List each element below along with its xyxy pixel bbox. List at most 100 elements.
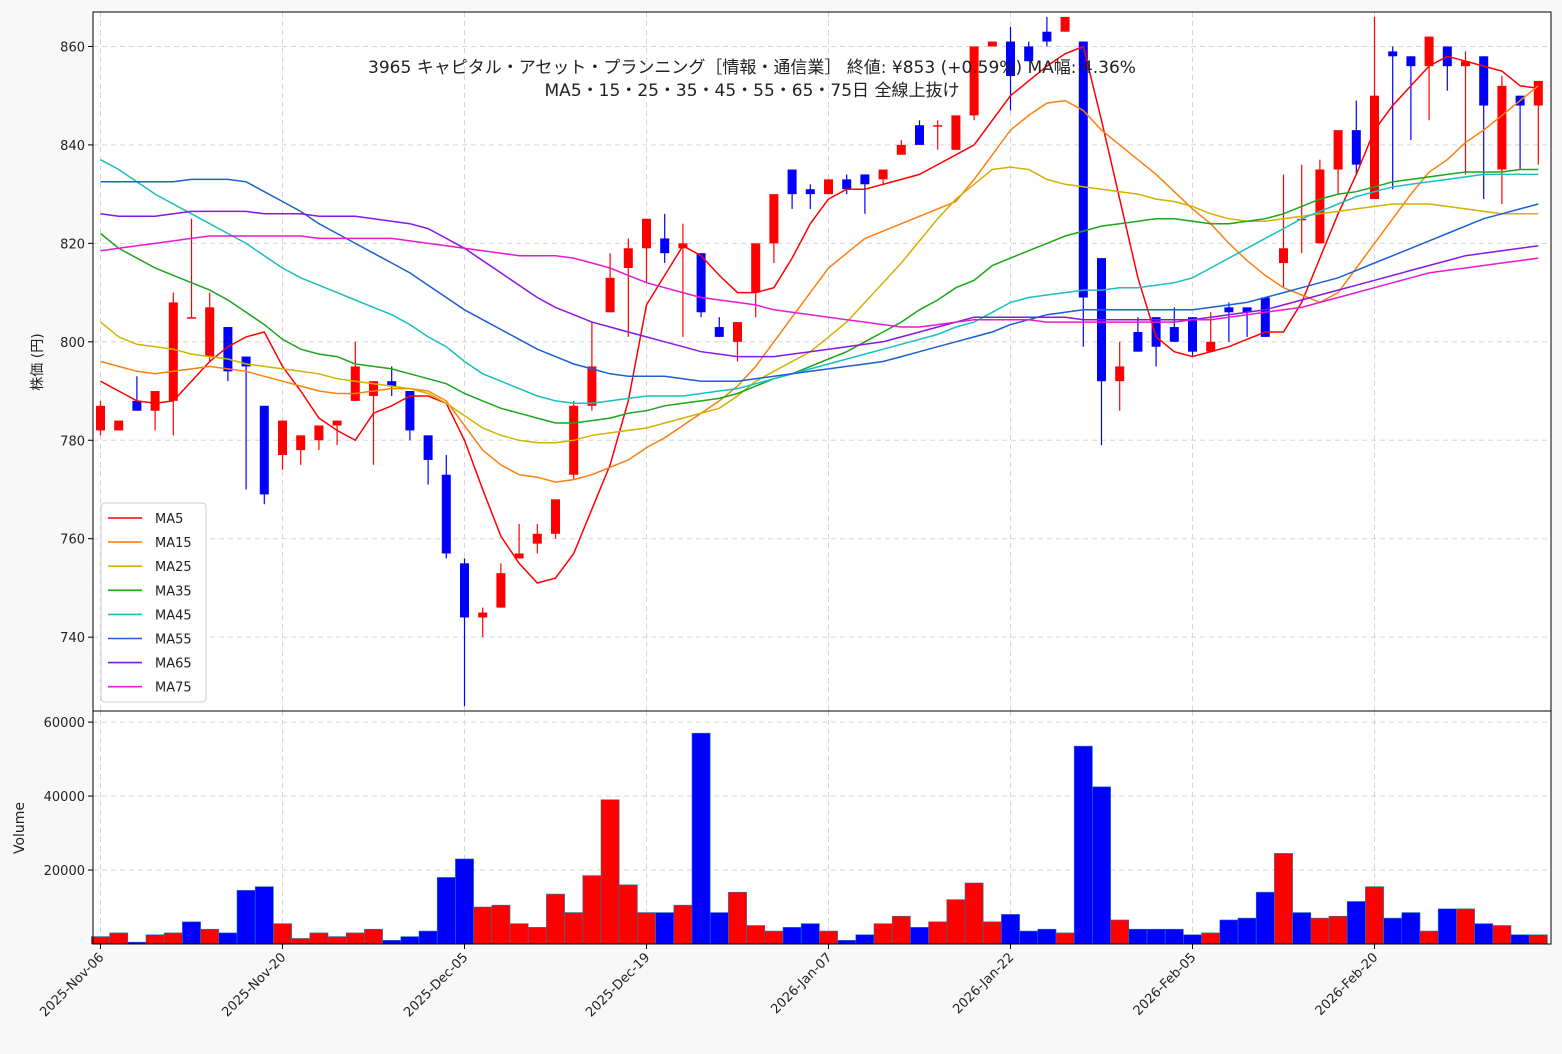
candle-body-71 bbox=[1388, 51, 1398, 57]
candle-13 bbox=[332, 420, 342, 446]
candle-22 bbox=[496, 563, 506, 608]
volume-bar-12 bbox=[309, 932, 329, 945]
candle-73 bbox=[1424, 36, 1434, 121]
volume-bar-59 bbox=[1164, 928, 1184, 945]
volume-bar-22 bbox=[491, 904, 511, 945]
x-tick-label-2: 2025-Dec-05 bbox=[401, 950, 471, 1020]
candle-body-1 bbox=[114, 420, 124, 431]
legend-label-ma5: MA5 bbox=[155, 512, 183, 527]
ma-line-ma55 bbox=[100, 178, 1539, 382]
candle-body-69 bbox=[1351, 130, 1361, 165]
candle-body-12 bbox=[314, 425, 324, 441]
price-tick-label-800: 800 bbox=[60, 336, 85, 351]
volume-bar-7 bbox=[218, 932, 238, 945]
candle-56 bbox=[1115, 341, 1125, 411]
candle-72 bbox=[1406, 56, 1416, 140]
volume-bar-56 bbox=[1110, 919, 1130, 945]
candle-body-0 bbox=[96, 405, 105, 431]
volume-bar-26 bbox=[564, 912, 584, 945]
candle-51 bbox=[1024, 41, 1034, 62]
candle-body-59 bbox=[1169, 327, 1179, 342]
legend-label-ma25: MA25 bbox=[155, 560, 192, 575]
candle-2 bbox=[132, 376, 142, 411]
x-tick-label-1: 2025-Nov-20 bbox=[219, 950, 289, 1020]
volume-bar-76 bbox=[1474, 923, 1494, 945]
volume-bar-29 bbox=[618, 884, 638, 945]
candle-39 bbox=[805, 184, 815, 209]
candle-71 bbox=[1388, 46, 1398, 190]
candle-body-14 bbox=[350, 366, 360, 401]
candle-65 bbox=[1279, 174, 1288, 288]
candle-body-58 bbox=[1151, 317, 1161, 347]
volume-bar-40 bbox=[819, 930, 838, 945]
candle-body-41 bbox=[842, 179, 852, 190]
candle-67 bbox=[1315, 159, 1325, 244]
volume-bar-46 bbox=[928, 921, 948, 945]
candle-body-75 bbox=[1461, 61, 1470, 67]
volume-bar-60 bbox=[1183, 934, 1202, 945]
candle-body-44 bbox=[896, 144, 906, 155]
legend-label-ma55: MA55 bbox=[155, 633, 192, 648]
price-tick-label-780: 780 bbox=[60, 434, 85, 449]
candle-12 bbox=[314, 425, 324, 451]
candle-body-79 bbox=[1533, 80, 1543, 106]
candle-17 bbox=[405, 391, 415, 441]
ma-line-ma35 bbox=[100, 168, 1539, 424]
volume-panel-frame bbox=[92, 710, 1552, 945]
candle-16 bbox=[387, 366, 397, 396]
volume-bar-39 bbox=[800, 923, 820, 945]
volume-bar-24 bbox=[527, 927, 547, 945]
candle-58 bbox=[1151, 317, 1161, 367]
candle-69 bbox=[1351, 100, 1361, 175]
candle-body-3 bbox=[150, 391, 160, 411]
x-tick-label-4: 2026-Jan-07 bbox=[768, 950, 835, 1017]
volume-bar-70 bbox=[1365, 886, 1384, 945]
volume-bar-33 bbox=[691, 732, 711, 945]
volume-bar-64 bbox=[1255, 891, 1275, 945]
volume-bar-77 bbox=[1492, 925, 1512, 945]
candle-body-28 bbox=[605, 277, 615, 313]
candle-body-10 bbox=[278, 420, 287, 456]
volume-bar-10 bbox=[273, 923, 292, 945]
candle-9 bbox=[259, 405, 269, 505]
volume-bar-72 bbox=[1401, 912, 1421, 945]
candle-body-67 bbox=[1315, 169, 1325, 244]
candle-body-20 bbox=[460, 563, 469, 618]
volume-bar-75 bbox=[1456, 908, 1475, 945]
volume-tick-label-40000: 40000 bbox=[44, 790, 85, 805]
candle-49 bbox=[987, 41, 997, 47]
candle-45 bbox=[915, 120, 924, 145]
volume-bar-42 bbox=[855, 934, 875, 945]
volume-grid bbox=[93, 711, 1551, 944]
candle-77 bbox=[1497, 75, 1507, 204]
candle-body-50 bbox=[1006, 41, 1015, 76]
volume-y-axis-label: Volume bbox=[12, 802, 28, 854]
candle-4 bbox=[168, 292, 178, 436]
candle-19 bbox=[441, 455, 451, 559]
chart-title: 3965 キャピタル・アセット・プランニング［情報・通信業］ 終値: ¥853 … bbox=[368, 58, 1136, 78]
volume-bar-36 bbox=[746, 925, 766, 945]
candle-15 bbox=[369, 381, 378, 465]
volume-bar-45 bbox=[910, 927, 929, 945]
candle-body-64 bbox=[1260, 297, 1270, 337]
volume-bar-31 bbox=[655, 912, 675, 945]
candle-18 bbox=[423, 435, 433, 485]
legend: MA5 MA15 MA25 MA35 MA45 MA55 MA65 MA75 bbox=[100, 502, 207, 703]
volume-bar-30 bbox=[637, 912, 656, 945]
candle-body-63 bbox=[1242, 307, 1252, 313]
candle-68 bbox=[1333, 130, 1343, 195]
candle-body-27 bbox=[587, 366, 597, 406]
candle-31 bbox=[660, 213, 670, 264]
candle-24 bbox=[532, 523, 542, 554]
volume-bar-53 bbox=[1055, 932, 1075, 945]
candle-body-31 bbox=[660, 238, 670, 254]
candle-body-2 bbox=[132, 400, 142, 411]
candle-27 bbox=[587, 322, 597, 411]
ma-line-ma75 bbox=[100, 235, 1539, 328]
price-tick-label-840: 840 bbox=[60, 139, 85, 154]
candle-75 bbox=[1461, 51, 1470, 175]
candle-body-36 bbox=[751, 243, 761, 293]
volume-bar-79 bbox=[1528, 934, 1548, 945]
candle-body-33 bbox=[696, 253, 706, 313]
candle-body-17 bbox=[405, 391, 415, 431]
